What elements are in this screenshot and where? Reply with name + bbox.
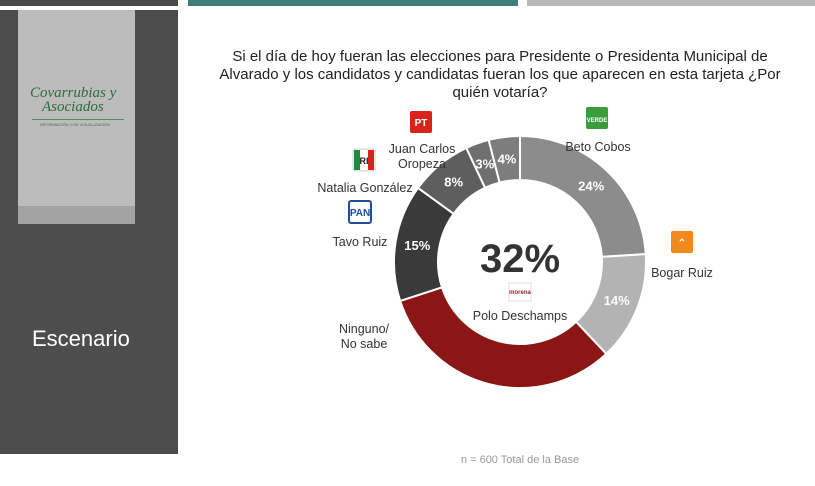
label-juan-carlos-oropeza: Juan Carlos Oropeza <box>389 142 456 171</box>
party-logo-morena-icon: morena <box>508 282 532 302</box>
percent-label-juan-carlos-oropeza: 4% <box>498 151 517 166</box>
svg-text:VERDE: VERDE <box>587 118 608 124</box>
percent-label-beto-cobos: 24% <box>578 179 604 194</box>
scenario-label: Escenario <box>32 326 130 351</box>
donut-slices <box>393 134 647 389</box>
party-logos: VERDE ⌃ PAN RI PT morena <box>348 107 693 302</box>
percent-label-natalia-gonzalez: 3% <box>475 157 494 172</box>
party-logo-mc-icon: ⌃ <box>671 231 693 253</box>
label-bogar-ruiz: Bogar Ruiz <box>651 266 713 280</box>
top-bar-right <box>527 0 815 6</box>
logo: Covarrubias y Asociados <box>30 85 130 115</box>
logo-panel: Covarrubias y Asociados INFORMACIÓN CON … <box>18 10 135 224</box>
label-natalia-gonzalez: Natalia González <box>317 181 412 195</box>
top-bar-middle <box>188 0 518 6</box>
party-logo-pt-icon: PT <box>410 111 432 133</box>
svg-text:⌃: ⌃ <box>678 238 686 249</box>
logo-divider <box>32 119 124 120</box>
candidate-labels: Beto Cobos Bogar Ruiz Ninguno/No sabe Tavo … <box>317 140 713 351</box>
party-logo-pan-icon: PAN <box>348 200 372 224</box>
party-logo-pri-icon: RI <box>352 148 376 172</box>
svg-text:RI: RI <box>360 156 369 166</box>
percent-label-tavo-ruiz: 8% <box>444 174 463 189</box>
slice-polo-deschamps <box>398 286 608 389</box>
party-logo-verde-icon: VERDE <box>586 107 608 129</box>
footnote: n = 600 Total de la Base <box>461 454 579 466</box>
percent-label-bogar-ruiz: 14% <box>604 293 630 308</box>
percent-label-ninguno-no-sabe: 15% <box>404 238 430 253</box>
svg-text:PAN: PAN <box>350 208 370 219</box>
sidebar: Covarrubias y Asociados INFORMACIÓN CON … <box>0 10 178 454</box>
label-ninguno-no-sabe: Ninguno/No sabe <box>339 322 390 351</box>
svg-text:morena: morena <box>509 290 531 296</box>
center-value: 32% <box>480 237 560 281</box>
logo-line1: Covarrubias y <box>30 85 117 101</box>
logo-footer-bar <box>18 206 135 224</box>
label-beto-cobos: Beto Cobos <box>565 140 630 154</box>
slice-percent-labels: 24% 14% 15% 8% 3% 4% <box>404 151 630 307</box>
center-label: Polo Deschamps <box>473 309 568 323</box>
chart-title: Si el día de hoy fueran las elecciones p… <box>219 48 781 101</box>
slice-juan-carlos-oropeza <box>487 134 521 184</box>
logo-tagline: INFORMACIÓN CON VISUALIZACIÓN <box>40 122 111 127</box>
label-tavo-ruiz: Tavo Ruiz <box>333 235 388 249</box>
logo-line2: Asociados <box>42 99 104 115</box>
top-bar-left <box>0 0 178 6</box>
svg-text:PT: PT <box>415 118 428 129</box>
